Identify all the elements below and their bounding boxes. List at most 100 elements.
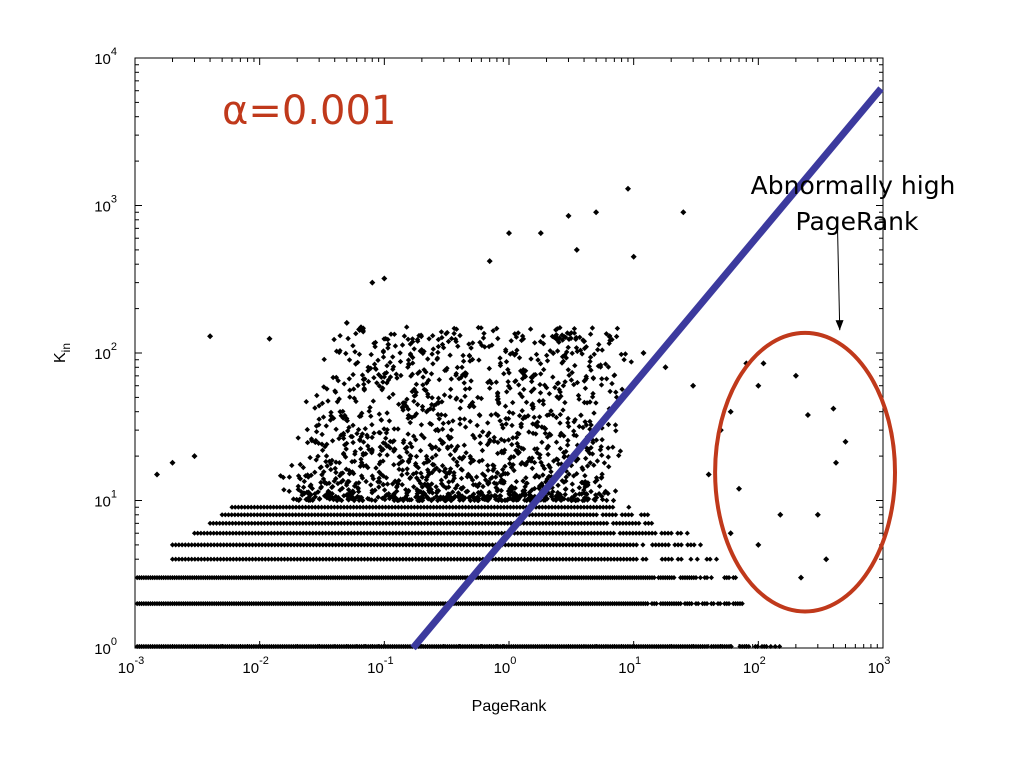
band-point <box>313 542 320 548</box>
cluster-point <box>454 462 461 469</box>
band-point <box>296 504 302 510</box>
band-point <box>581 520 588 526</box>
band-point <box>428 520 434 526</box>
band-point <box>323 556 329 562</box>
band-point <box>589 542 595 548</box>
cluster-point <box>493 493 499 499</box>
band-point <box>479 504 485 510</box>
band-point <box>326 556 332 562</box>
y-axis-label-main: K <box>52 352 69 363</box>
cluster-point <box>451 325 457 332</box>
cluster-point <box>590 375 597 382</box>
cluster-point <box>487 385 493 391</box>
cluster-point <box>503 415 509 422</box>
cluster-point <box>495 335 501 342</box>
band-point <box>672 542 678 548</box>
cluster-point <box>539 482 545 488</box>
cluster-point <box>557 432 563 439</box>
cluster-point <box>546 462 552 468</box>
cluster-point <box>429 455 435 461</box>
band-point <box>739 601 745 607</box>
cluster-point <box>494 391 501 397</box>
band-point <box>485 504 491 510</box>
band-point <box>392 512 398 518</box>
cluster-point <box>462 393 468 399</box>
cluster-point <box>531 372 537 378</box>
band-point <box>544 556 550 562</box>
cluster-point <box>407 440 413 447</box>
band-point <box>659 530 665 536</box>
band-point <box>328 512 334 518</box>
cluster-point <box>548 432 554 438</box>
band-point <box>495 530 502 536</box>
cluster-point <box>368 413 374 419</box>
cluster-point <box>559 332 565 338</box>
cluster-point <box>476 412 483 418</box>
cluster-point <box>557 495 563 501</box>
band-point <box>389 520 396 526</box>
band-point <box>606 512 612 518</box>
band-point <box>562 504 568 510</box>
band-point <box>509 556 515 562</box>
cluster-point <box>569 369 575 376</box>
band-point <box>405 512 411 518</box>
band-point <box>665 530 671 536</box>
data-point <box>662 364 669 371</box>
cluster-point <box>436 377 442 383</box>
cluster-point <box>557 491 563 498</box>
cluster-point <box>364 432 370 438</box>
cluster-point <box>537 381 543 388</box>
band-point <box>345 542 352 548</box>
band-point <box>441 542 448 548</box>
cluster-point <box>520 446 527 452</box>
cluster-point <box>537 452 543 458</box>
band-point <box>240 556 246 562</box>
cluster-point <box>318 479 324 486</box>
x-tick-exponent: -2 <box>259 655 269 667</box>
cluster-point <box>319 431 325 438</box>
cluster-point <box>363 478 369 485</box>
cluster-point <box>294 496 300 503</box>
band-point <box>248 512 254 518</box>
cluster-point <box>557 445 564 452</box>
data-point <box>593 209 600 216</box>
band-point <box>477 556 483 562</box>
band-point <box>201 556 208 562</box>
data-point <box>369 279 376 286</box>
cluster-point <box>564 442 571 448</box>
cluster-point <box>418 422 425 428</box>
band-point <box>277 504 283 510</box>
band-point <box>501 512 507 518</box>
band-point <box>483 542 489 548</box>
cluster-point <box>605 364 612 370</box>
cluster-point <box>448 386 454 392</box>
band-point <box>242 520 248 526</box>
cluster-point <box>591 351 597 357</box>
cluster-point <box>362 426 368 432</box>
cluster-point <box>587 418 593 425</box>
cluster-point <box>435 349 441 356</box>
cluster-point <box>353 361 359 367</box>
band-point <box>325 512 331 518</box>
band-point <box>576 542 582 548</box>
band-point <box>565 520 572 526</box>
band-point <box>365 542 371 548</box>
data-point <box>537 230 544 237</box>
cluster-point <box>358 456 364 462</box>
cluster-point <box>519 333 526 339</box>
cluster-point <box>533 351 540 358</box>
band-point <box>405 504 411 510</box>
band-point <box>595 542 601 548</box>
band-point <box>237 542 243 548</box>
cluster-point <box>481 330 487 337</box>
cluster-point <box>571 473 577 479</box>
band-point <box>726 575 732 581</box>
cluster-point <box>305 474 311 480</box>
band-point <box>611 530 617 536</box>
cluster-point <box>584 491 590 498</box>
band-point <box>505 542 512 548</box>
band-point <box>432 542 438 548</box>
band-point <box>393 530 399 536</box>
band-point <box>582 530 588 536</box>
band-point <box>470 556 476 562</box>
